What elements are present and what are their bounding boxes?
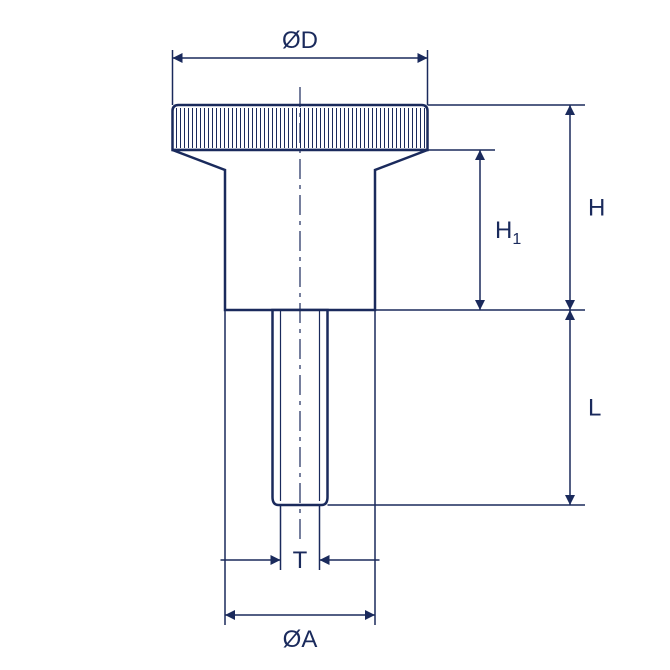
dim-label-D: ØD	[282, 27, 318, 54]
dim-label-T: T	[293, 547, 308, 574]
dim-label-L: L	[588, 395, 601, 422]
dim-label-H: H	[588, 195, 605, 222]
dim-label-H1: H1	[495, 217, 521, 248]
knob-dimension-drawing: ØD H H1 L T ØA	[0, 0, 670, 670]
dim-label-A: ØA	[283, 626, 318, 653]
